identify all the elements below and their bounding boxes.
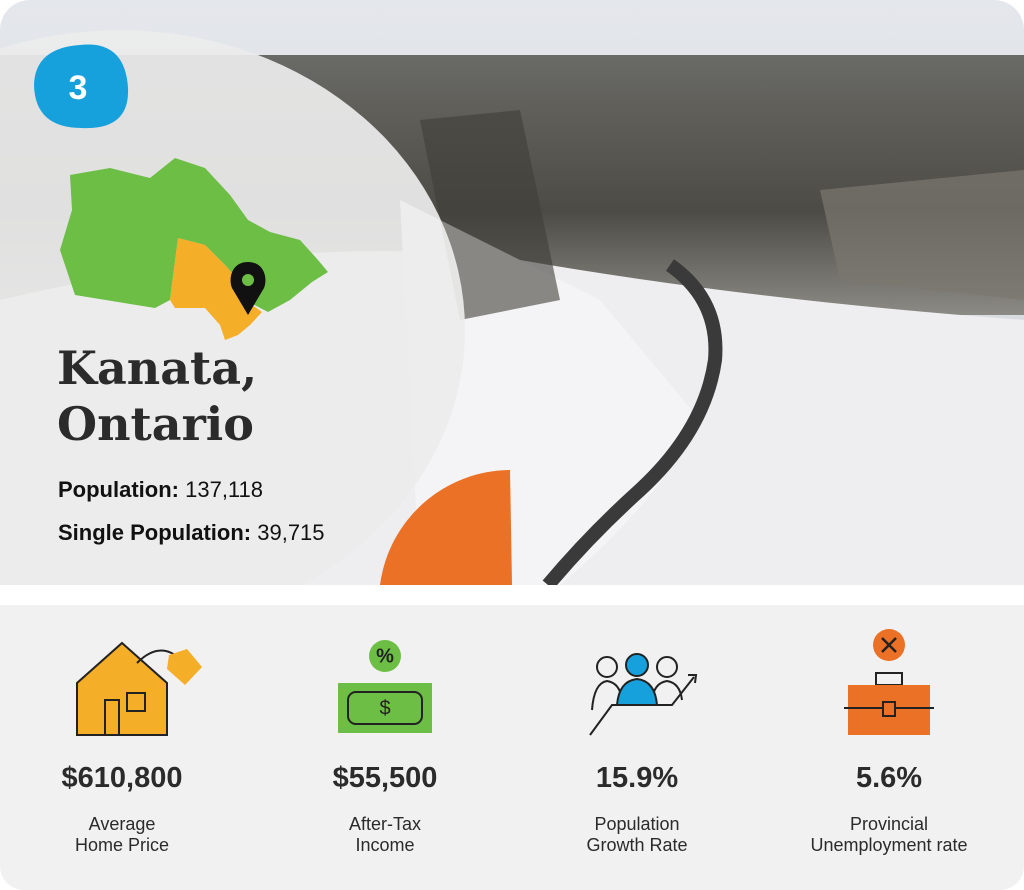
metric-label: Population [594,814,680,834]
stat-label: Single Population: [58,520,252,545]
metric-label: Average [88,814,156,834]
percent-symbol: % [376,645,394,667]
metric-label: Unemployment rate [810,835,968,855]
metric-value: $55,500 [332,762,438,794]
metric-label: Growth Rate [586,835,688,855]
house-icon [76,641,202,736]
metric-value: $610,800 [61,762,183,794]
stat-label: Population: [58,477,179,502]
metric-value: 15.9% [595,762,679,794]
canada-map [60,158,328,340]
people-icon [589,653,698,736]
metric-label: Provincial [849,814,929,834]
photo-scene: 3 [0,0,1024,585]
metric-label: After-Tax [348,814,422,834]
stat-value: 39,715 [257,520,325,545]
metrics-panel: $610,800 Average Home Price % $ $55,500 … [0,605,1024,890]
stat-value: 137,118 [185,477,264,502]
dollar-symbol: $ [379,697,390,719]
briefcase-icon [844,629,934,735]
money-icon: % $ [338,640,432,733]
location-title: Kanata, Ontario [57,340,257,452]
photo: 3 Kanata, Ontario Population: 137,118 Si… [0,0,1024,585]
stat: Single Population: 39,715 [58,520,325,546]
metric-label: Income [355,835,415,855]
badge-number: 3 [69,69,88,107]
title-line: Ontario [57,397,254,451]
stat: Population: 137,118 [58,477,263,503]
title-line: Kanata, [57,341,258,395]
metric-value: 5.6% [855,762,923,794]
metric-label: Home Price [74,835,170,855]
